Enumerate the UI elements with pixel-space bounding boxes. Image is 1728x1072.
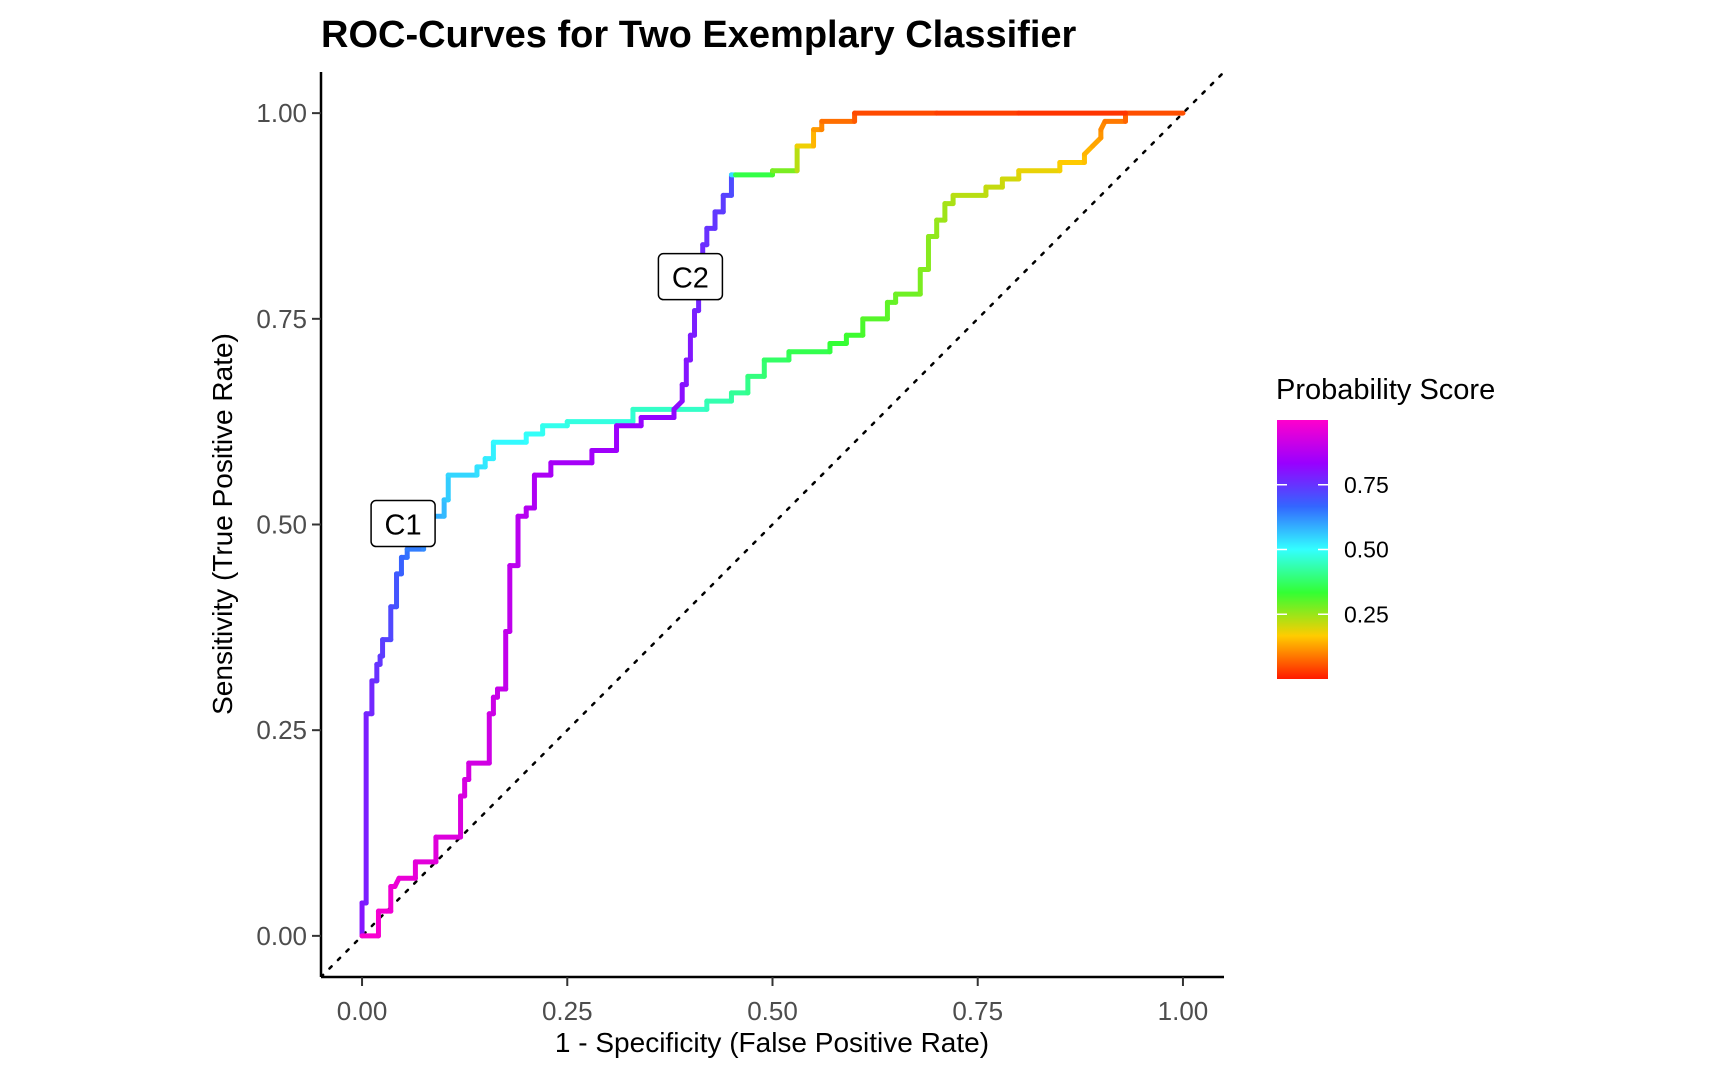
legend-tick-label: 0.50 — [1344, 537, 1389, 563]
x-tick-label: 0.00 — [337, 996, 388, 1026]
y-tick-label: 1.00 — [256, 98, 307, 128]
y-tick-label: 0.75 — [256, 304, 307, 334]
y-tick-label: 0.00 — [256, 921, 307, 951]
x-tick-label: 0.25 — [542, 996, 593, 1026]
x-axis-title: 1 - Specificity (False Positive Rate) — [555, 1027, 989, 1058]
x-axis-ticks: 0.00 0.25 0.50 0.75 1.00 — [337, 977, 1209, 1026]
annotation-c2: C2 — [657, 252, 724, 301]
annotation-box — [370, 499, 436, 548]
legend-title: Probability Score — [1276, 374, 1495, 406]
annotation-label: C1 — [385, 510, 422, 542]
legend-ticks: 0.25 0.50 0.75 — [1277, 472, 1389, 627]
y-axis-ticks: 0.00 0.25 0.50 0.75 1.00 — [256, 98, 321, 951]
chart-title: ROC-Curves for Two Exemplary Classifier — [321, 14, 1077, 56]
x-tick-label: 1.00 — [1158, 996, 1209, 1026]
annotation-box — [657, 252, 724, 301]
legend-tick-label: 0.75 — [1344, 472, 1389, 498]
roc-series-2 — [359, 110, 1128, 939]
x-tick-label: 0.50 — [747, 996, 798, 1026]
y-axis-title: Sensitivity (True Positive Rate) — [207, 333, 238, 715]
y-tick-label: 0.25 — [256, 715, 307, 745]
legend-tick-label: 0.25 — [1344, 601, 1389, 627]
y-tick-label: 0.50 — [256, 510, 307, 540]
annotation-label: C2 — [672, 263, 709, 295]
legend: Probability Score 0.25 0.50 0.75 — [1276, 374, 1495, 679]
plot-area — [321, 72, 1224, 977]
annotation-c1: C1 — [370, 499, 436, 548]
annotation-layer: C1 C2 — [370, 252, 724, 548]
x-tick-label: 0.75 — [952, 996, 1003, 1026]
reference-diagonal-line — [321, 72, 1224, 977]
